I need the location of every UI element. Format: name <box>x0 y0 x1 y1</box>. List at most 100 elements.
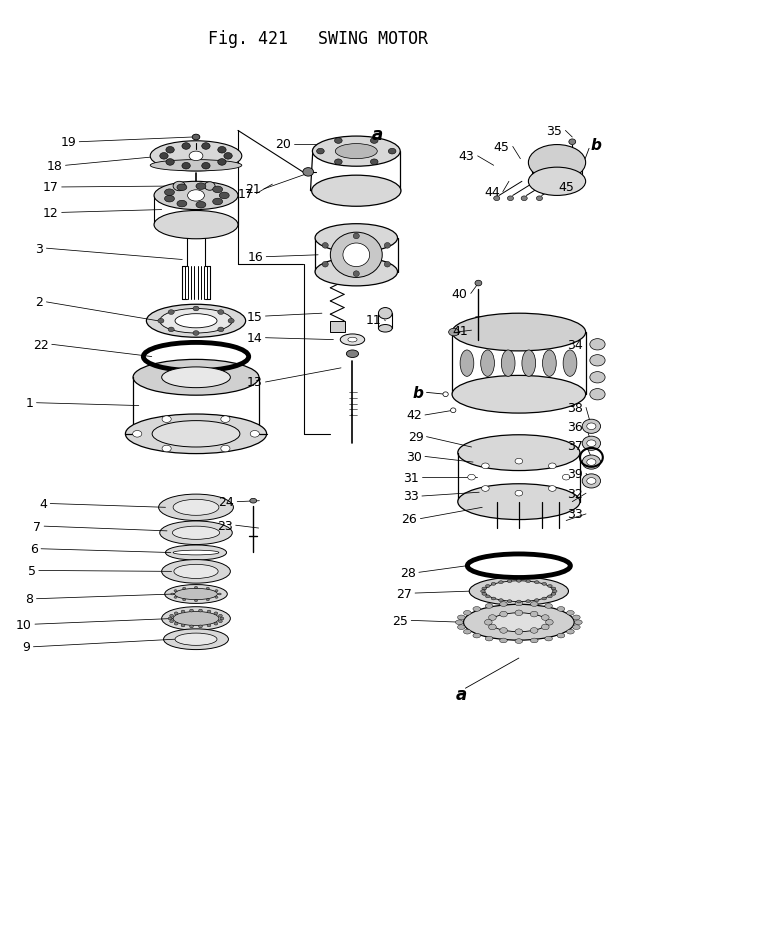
Ellipse shape <box>195 600 198 602</box>
Ellipse shape <box>165 585 228 604</box>
Ellipse shape <box>218 311 224 315</box>
Ellipse shape <box>545 620 553 626</box>
Ellipse shape <box>162 367 231 388</box>
Ellipse shape <box>507 196 513 201</box>
Text: 12: 12 <box>43 207 59 220</box>
Text: 23: 23 <box>217 519 233 532</box>
Bar <box>329 321 345 332</box>
Text: 16: 16 <box>247 251 264 264</box>
Ellipse shape <box>205 182 215 191</box>
Ellipse shape <box>221 446 230 452</box>
Ellipse shape <box>218 594 221 596</box>
Text: 17: 17 <box>43 181 59 194</box>
Text: 20: 20 <box>276 138 291 151</box>
Ellipse shape <box>218 147 226 154</box>
Ellipse shape <box>218 160 226 166</box>
Ellipse shape <box>485 582 553 602</box>
Ellipse shape <box>336 144 378 160</box>
Ellipse shape <box>189 152 203 161</box>
Ellipse shape <box>213 199 223 206</box>
Ellipse shape <box>460 350 474 377</box>
Ellipse shape <box>470 578 568 606</box>
Ellipse shape <box>557 633 565 638</box>
Ellipse shape <box>530 602 538 607</box>
Ellipse shape <box>188 191 205 202</box>
Ellipse shape <box>170 620 174 623</box>
Ellipse shape <box>313 137 400 167</box>
Ellipse shape <box>201 143 210 150</box>
Ellipse shape <box>572 615 580 620</box>
Ellipse shape <box>530 628 538 633</box>
Text: 37: 37 <box>567 439 583 452</box>
Ellipse shape <box>378 309 392 319</box>
Ellipse shape <box>164 630 228 649</box>
Ellipse shape <box>499 582 503 584</box>
Ellipse shape <box>371 160 378 165</box>
Ellipse shape <box>563 350 577 377</box>
Ellipse shape <box>449 329 460 336</box>
Ellipse shape <box>542 582 546 585</box>
Text: b: b <box>591 138 601 153</box>
Ellipse shape <box>174 613 178 615</box>
Ellipse shape <box>548 585 552 588</box>
Ellipse shape <box>515 639 522 644</box>
Ellipse shape <box>515 459 522 464</box>
Text: 41: 41 <box>453 325 469 337</box>
Text: 36: 36 <box>567 420 583 433</box>
Ellipse shape <box>582 437 601 451</box>
Ellipse shape <box>552 593 556 596</box>
Ellipse shape <box>171 594 174 596</box>
Ellipse shape <box>154 182 238 211</box>
Ellipse shape <box>493 196 499 201</box>
Text: 1: 1 <box>25 396 34 410</box>
Text: 14: 14 <box>247 332 263 345</box>
Ellipse shape <box>198 625 202 628</box>
Ellipse shape <box>482 593 486 596</box>
Ellipse shape <box>545 604 552 609</box>
Ellipse shape <box>160 153 169 160</box>
Text: 27: 27 <box>396 587 412 599</box>
Ellipse shape <box>221 416 230 423</box>
Ellipse shape <box>515 491 522 497</box>
Text: 7: 7 <box>33 520 41 533</box>
Text: 31: 31 <box>403 471 419 484</box>
Ellipse shape <box>515 630 522 634</box>
Ellipse shape <box>174 597 177 598</box>
Ellipse shape <box>535 599 539 602</box>
Text: 18: 18 <box>47 160 63 173</box>
Ellipse shape <box>190 625 193 628</box>
Ellipse shape <box>499 638 507 643</box>
Ellipse shape <box>463 605 574 640</box>
Ellipse shape <box>175 589 218 600</box>
Ellipse shape <box>152 421 240 447</box>
Text: 21: 21 <box>245 183 261 196</box>
Ellipse shape <box>525 600 530 603</box>
Text: 11: 11 <box>365 314 381 327</box>
Ellipse shape <box>166 147 175 154</box>
Ellipse shape <box>133 360 259 396</box>
Ellipse shape <box>548 486 556 492</box>
Text: 19: 19 <box>61 136 76 149</box>
Ellipse shape <box>193 307 199 312</box>
Ellipse shape <box>481 590 486 593</box>
Ellipse shape <box>557 607 565 612</box>
Ellipse shape <box>330 233 382 278</box>
Text: Fig. 421   SWING MOTOR: Fig. 421 SWING MOTOR <box>208 29 428 47</box>
Text: 40: 40 <box>452 288 468 300</box>
Ellipse shape <box>486 636 493 641</box>
Ellipse shape <box>195 587 198 589</box>
Ellipse shape <box>522 350 535 377</box>
Ellipse shape <box>481 350 494 377</box>
Ellipse shape <box>160 521 232 545</box>
Ellipse shape <box>482 486 489 492</box>
Text: 2: 2 <box>35 296 44 309</box>
Ellipse shape <box>548 464 556 469</box>
Ellipse shape <box>499 612 507 617</box>
Ellipse shape <box>214 622 218 625</box>
Text: 45: 45 <box>494 141 509 154</box>
Ellipse shape <box>182 143 190 150</box>
Text: 3: 3 <box>35 243 44 256</box>
Ellipse shape <box>562 475 570 480</box>
Ellipse shape <box>169 617 172 620</box>
Ellipse shape <box>499 599 503 602</box>
